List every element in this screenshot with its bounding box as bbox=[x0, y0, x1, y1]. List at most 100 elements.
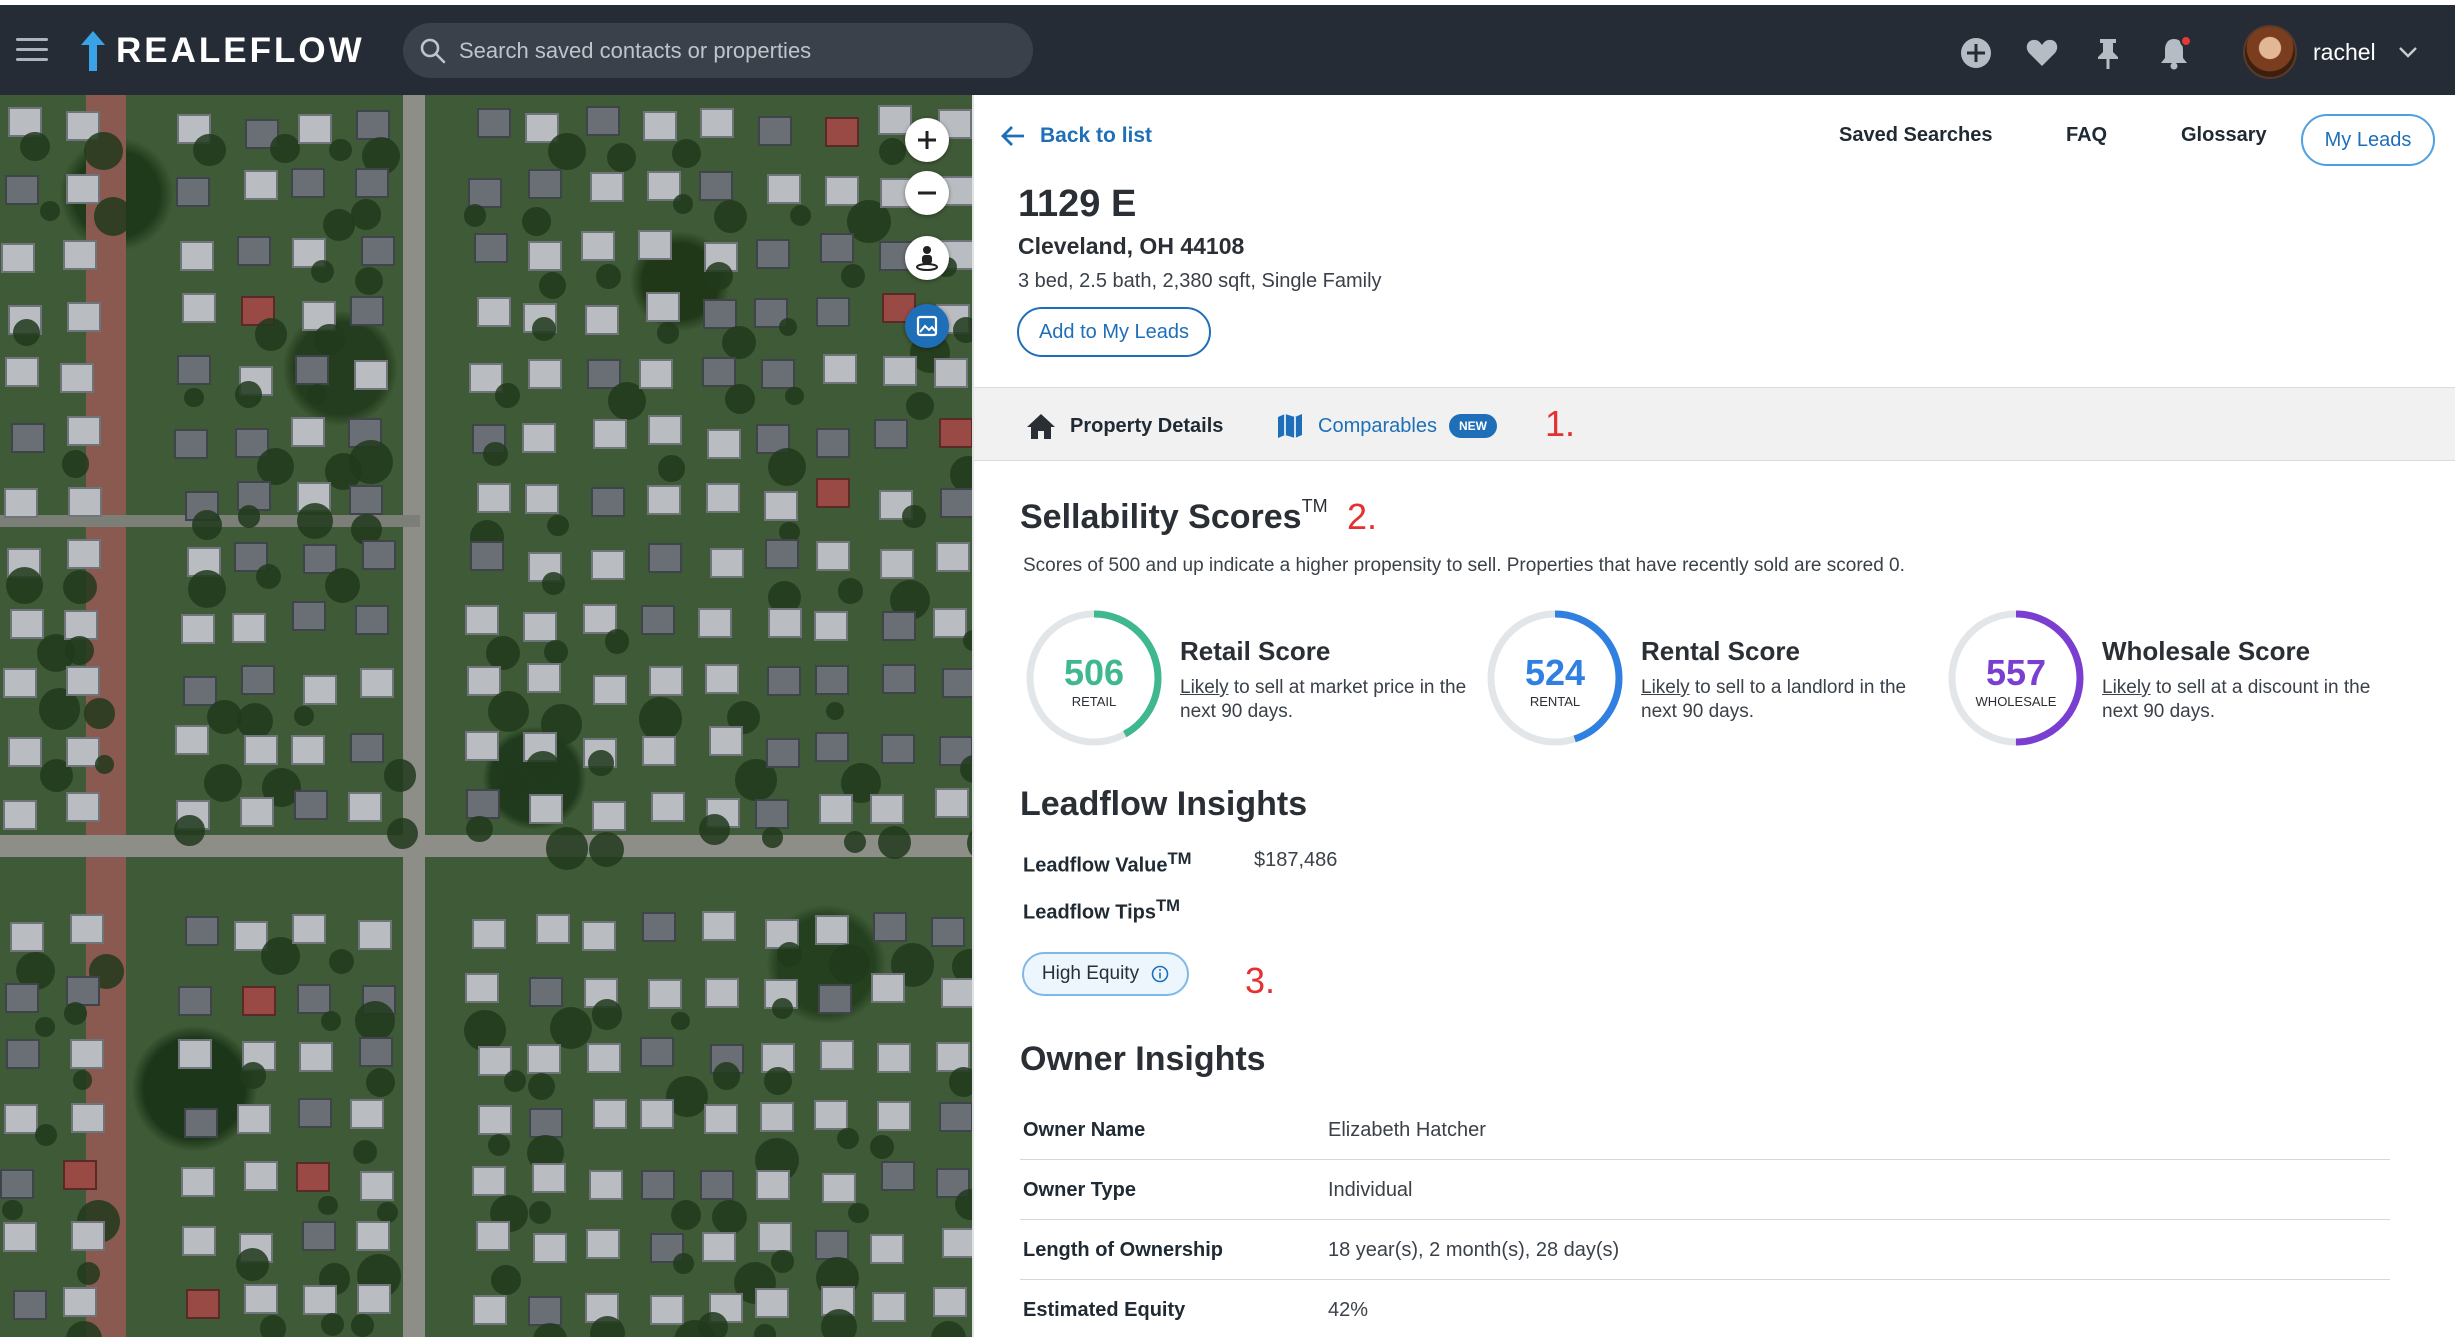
map-house bbox=[642, 111, 677, 142]
satellite-map[interactable] bbox=[0, 95, 972, 1337]
map-tree bbox=[538, 271, 566, 299]
map-tree bbox=[35, 1017, 55, 1037]
tab-property-details[interactable]: Property Details bbox=[1026, 412, 1223, 440]
map-house bbox=[939, 488, 972, 519]
map-house bbox=[705, 978, 740, 1009]
map-tree bbox=[239, 1062, 267, 1089]
retail-score-gauge bbox=[1026, 610, 1162, 746]
map-house bbox=[528, 1295, 563, 1326]
notifications-button[interactable] bbox=[2156, 35, 2192, 71]
map-tree bbox=[673, 193, 694, 214]
likely-link[interactable]: Likely bbox=[2102, 677, 2151, 698]
map-house bbox=[527, 240, 562, 271]
map-house bbox=[586, 358, 621, 389]
map-house bbox=[237, 235, 272, 266]
zoom-in-button[interactable] bbox=[905, 118, 949, 162]
back-to-list-link[interactable]: Back to list bbox=[1000, 124, 1152, 148]
rental-score-desc: Likely to sell to a landlord in the next… bbox=[1641, 676, 1931, 724]
map-house bbox=[590, 171, 625, 202]
map-house bbox=[471, 918, 506, 949]
glossary-link[interactable]: Glossary bbox=[2181, 124, 2267, 146]
map-house bbox=[586, 1229, 621, 1260]
realeflow-logo[interactable]: REALEFLOW bbox=[78, 29, 365, 73]
high-equity-chip[interactable]: High Equity bbox=[1022, 952, 1189, 996]
saved-searches-link[interactable]: Saved Searches bbox=[1839, 124, 1993, 146]
map-tree bbox=[837, 1127, 860, 1150]
map-tree bbox=[547, 515, 569, 537]
street-view-button[interactable] bbox=[905, 236, 949, 280]
search-input[interactable] bbox=[459, 37, 1019, 64]
map-house bbox=[757, 115, 792, 146]
map-tree bbox=[254, 318, 288, 351]
map-house bbox=[587, 1042, 622, 1073]
owner-name-key: Owner Name bbox=[1023, 1119, 1146, 1141]
map-tree bbox=[485, 635, 520, 670]
map-tree bbox=[837, 578, 864, 604]
plus-circle-icon[interactable] bbox=[1958, 35, 1994, 71]
map-house bbox=[871, 1291, 906, 1322]
likely-link[interactable]: Likely bbox=[1180, 677, 1229, 698]
hamburger-menu-icon[interactable] bbox=[16, 38, 48, 62]
map-house bbox=[822, 1172, 857, 1203]
zoom-out-button[interactable] bbox=[905, 171, 949, 215]
add-to-my-leads-button[interactable]: Add to My Leads bbox=[1017, 307, 1211, 357]
map-house bbox=[477, 1104, 512, 1135]
map-tree bbox=[236, 702, 273, 739]
map-tree bbox=[843, 830, 867, 854]
map-tree bbox=[311, 260, 335, 284]
pin-icon[interactable] bbox=[2090, 35, 2126, 71]
map-house bbox=[291, 735, 326, 766]
new-badge: NEW bbox=[1448, 414, 1497, 438]
map-tree bbox=[658, 455, 685, 482]
map-house bbox=[63, 239, 98, 270]
map-tree bbox=[529, 1201, 552, 1224]
map-house bbox=[648, 666, 683, 697]
tab-comparables[interactable]: Comparables NEW bbox=[1276, 412, 1497, 440]
map-house bbox=[882, 663, 917, 694]
map-tree bbox=[174, 815, 205, 846]
map-house bbox=[818, 794, 853, 825]
map-house bbox=[2, 800, 37, 831]
search-bar[interactable] bbox=[403, 23, 1033, 78]
map-tree bbox=[321, 1312, 345, 1336]
leadflow-value-label: Leadflow ValueTM bbox=[1023, 849, 1192, 878]
map-house bbox=[647, 979, 682, 1010]
map-house bbox=[639, 359, 674, 390]
map-house bbox=[815, 477, 850, 508]
map-tree bbox=[607, 142, 636, 172]
zoom-out-icon bbox=[918, 191, 936, 195]
likely-link[interactable]: Likely bbox=[1641, 677, 1690, 698]
map-house bbox=[584, 304, 619, 335]
heart-icon[interactable] bbox=[2024, 35, 2060, 71]
map-tree bbox=[528, 1073, 556, 1101]
sellability-description: Scores of 500 and up indicate a higher p… bbox=[1023, 555, 1905, 576]
retail-desc-text: to sell at market price in the next 90 d… bbox=[1180, 677, 1467, 722]
map-tree bbox=[754, 1324, 776, 1337]
rental-score-gauge bbox=[1487, 610, 1623, 746]
map-house bbox=[180, 614, 215, 645]
map-tree bbox=[779, 521, 800, 543]
map-tree bbox=[184, 387, 204, 408]
satellite-toggle-button[interactable] bbox=[905, 304, 949, 348]
map-house bbox=[754, 799, 789, 830]
info-icon[interactable] bbox=[1151, 965, 1169, 983]
map-tree bbox=[466, 815, 493, 842]
my-leads-button[interactable]: My Leads bbox=[2301, 114, 2435, 166]
map-house bbox=[175, 725, 210, 756]
map-house bbox=[816, 297, 851, 328]
map-house bbox=[932, 1287, 967, 1318]
user-menu[interactable]: rachel bbox=[2243, 23, 2418, 81]
map-tree bbox=[351, 1313, 375, 1337]
map-house bbox=[354, 605, 389, 636]
map-tree bbox=[488, 1133, 511, 1156]
map-house bbox=[760, 359, 795, 390]
map-house bbox=[871, 973, 906, 1004]
faq-link[interactable]: FAQ bbox=[2066, 124, 2108, 146]
map-tree bbox=[704, 261, 734, 291]
map-house bbox=[350, 1099, 385, 1130]
map-tree bbox=[697, 1311, 728, 1337]
map-house bbox=[592, 1099, 627, 1130]
map-house bbox=[824, 176, 859, 207]
map-house bbox=[702, 1231, 737, 1262]
wholesale-score-desc: Likely to sell at a discount in the next… bbox=[2102, 676, 2392, 724]
